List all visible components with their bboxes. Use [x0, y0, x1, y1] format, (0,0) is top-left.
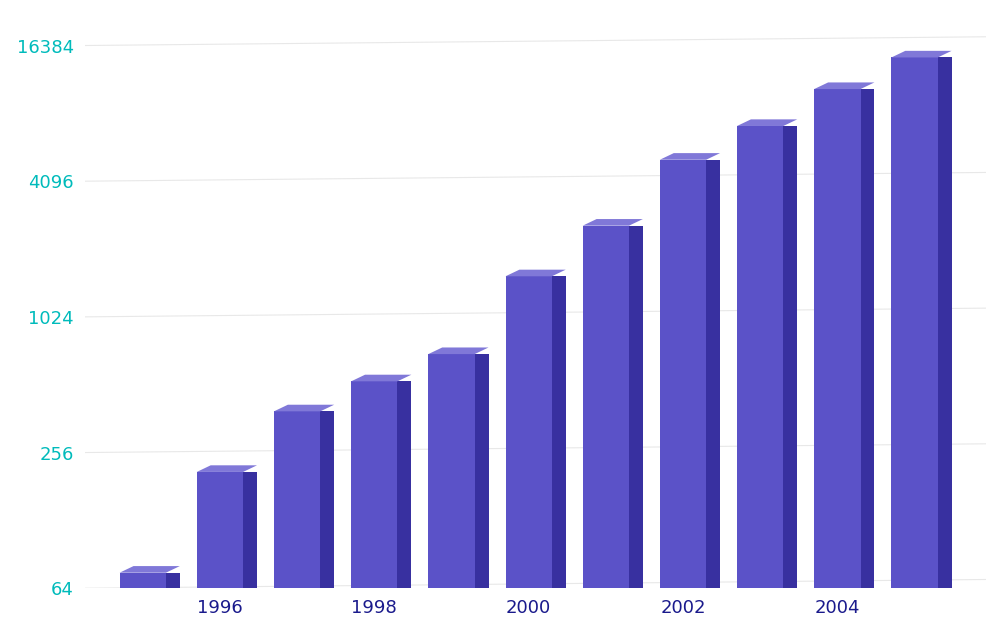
- Polygon shape: [628, 226, 642, 588]
- Polygon shape: [891, 51, 951, 58]
- Polygon shape: [165, 573, 179, 588]
- Bar: [274, 411, 320, 588]
- Bar: [428, 354, 474, 588]
- Bar: [196, 472, 242, 588]
- Bar: [736, 126, 783, 588]
- Bar: [582, 226, 628, 588]
- Polygon shape: [320, 411, 334, 588]
- Polygon shape: [474, 354, 488, 588]
- Polygon shape: [736, 119, 797, 126]
- Bar: [814, 89, 860, 588]
- Bar: [119, 573, 165, 588]
- Polygon shape: [351, 375, 411, 381]
- Bar: [659, 160, 705, 588]
- Polygon shape: [937, 58, 951, 588]
- Polygon shape: [196, 465, 257, 472]
- Bar: [891, 58, 937, 588]
- Polygon shape: [814, 82, 874, 89]
- Polygon shape: [505, 269, 565, 276]
- Polygon shape: [659, 153, 719, 160]
- Polygon shape: [428, 347, 488, 354]
- Polygon shape: [242, 472, 257, 588]
- Polygon shape: [860, 89, 874, 588]
- Polygon shape: [582, 219, 642, 226]
- Polygon shape: [119, 566, 179, 573]
- Polygon shape: [783, 126, 797, 588]
- Bar: [505, 276, 551, 588]
- Bar: [351, 381, 397, 588]
- Polygon shape: [397, 381, 411, 588]
- Polygon shape: [551, 276, 565, 588]
- Polygon shape: [705, 160, 719, 588]
- Polygon shape: [274, 404, 334, 411]
